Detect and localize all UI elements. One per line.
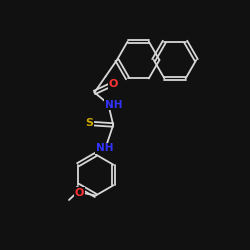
- Text: NH: NH: [96, 143, 113, 153]
- Text: NH: NH: [105, 100, 122, 110]
- Text: O: O: [75, 188, 84, 198]
- Text: O: O: [108, 80, 118, 90]
- Text: S: S: [86, 118, 94, 128]
